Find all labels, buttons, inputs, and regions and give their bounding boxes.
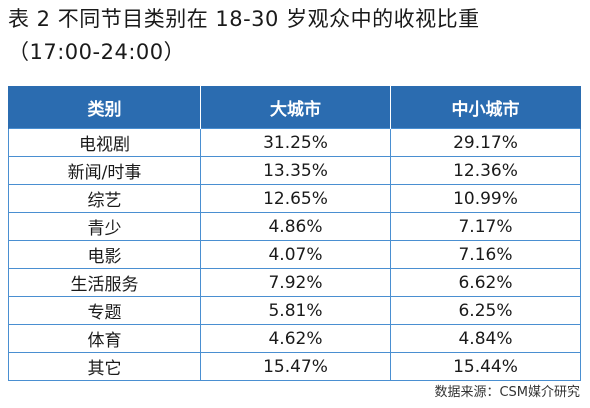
cell-big-city: 7.92% xyxy=(200,268,391,297)
cell-category: 青少 xyxy=(8,212,201,241)
cell-category: 体育 xyxy=(8,324,201,353)
cell-category: 综艺 xyxy=(8,184,201,213)
data-table-container: 类别 大城市 中小城市 电视剧 31.25% 29.17% 新闻/时事 13.3… xyxy=(8,86,581,381)
cell-small-city: 4.84% xyxy=(390,324,581,353)
table-row: 生活服务 7.92% 6.62% xyxy=(8,268,581,297)
table-header-row: 类别 大城市 中小城市 xyxy=(8,86,581,129)
cell-category: 电影 xyxy=(8,240,201,269)
table-title: 表 2 不同节目类别在 18-30 岁观众中的收视比重 （17:00-24:00… xyxy=(8,4,586,68)
cell-small-city: 15.44% xyxy=(390,352,581,381)
header-small-city: 中小城市 xyxy=(390,86,581,129)
cell-category: 新闻/时事 xyxy=(8,156,201,185)
table-row: 青少 4.86% 7.17% xyxy=(8,212,581,241)
table-row: 新闻/时事 13.35% 12.36% xyxy=(8,156,581,185)
cell-small-city: 7.16% xyxy=(390,240,581,269)
cell-big-city: 4.86% xyxy=(200,212,391,241)
cell-big-city: 13.35% xyxy=(200,156,391,185)
cell-small-city: 7.17% xyxy=(390,212,581,241)
cell-big-city: 4.62% xyxy=(200,324,391,353)
cell-category: 电视剧 xyxy=(8,128,201,157)
title-line-2: （17:00-24:00） xyxy=(8,40,186,64)
cell-big-city: 5.81% xyxy=(200,296,391,325)
table-row: 体育 4.62% 4.84% xyxy=(8,324,581,353)
cell-small-city: 6.25% xyxy=(390,296,581,325)
cell-big-city: 4.07% xyxy=(200,240,391,269)
viewing-share-table: 类别 大城市 中小城市 电视剧 31.25% 29.17% 新闻/时事 13.3… xyxy=(8,86,581,381)
cell-big-city: 31.25% xyxy=(200,128,391,157)
cell-big-city: 12.65% xyxy=(200,184,391,213)
cell-category: 专题 xyxy=(8,296,201,325)
title-line-1: 表 2 不同节目类别在 18-30 岁观众中的收视比重 xyxy=(8,7,480,31)
table-row: 专题 5.81% 6.25% xyxy=(8,296,581,325)
data-source-note: 数据来源：CSM媒介研究 xyxy=(434,385,580,400)
cell-small-city: 6.62% xyxy=(390,268,581,297)
table-row: 其它 15.47% 15.44% xyxy=(8,352,581,381)
table-row: 综艺 12.65% 10.99% xyxy=(8,184,581,213)
cell-category: 其它 xyxy=(8,352,201,381)
cell-small-city: 29.17% xyxy=(390,128,581,157)
cell-big-city: 15.47% xyxy=(200,352,391,381)
header-category: 类别 xyxy=(8,86,201,129)
table-row: 电影 4.07% 7.16% xyxy=(8,240,581,269)
header-big-city: 大城市 xyxy=(200,86,391,129)
cell-small-city: 10.99% xyxy=(390,184,581,213)
table-row: 电视剧 31.25% 29.17% xyxy=(8,128,581,157)
cell-category: 生活服务 xyxy=(8,268,201,297)
cell-small-city: 12.36% xyxy=(390,156,581,185)
